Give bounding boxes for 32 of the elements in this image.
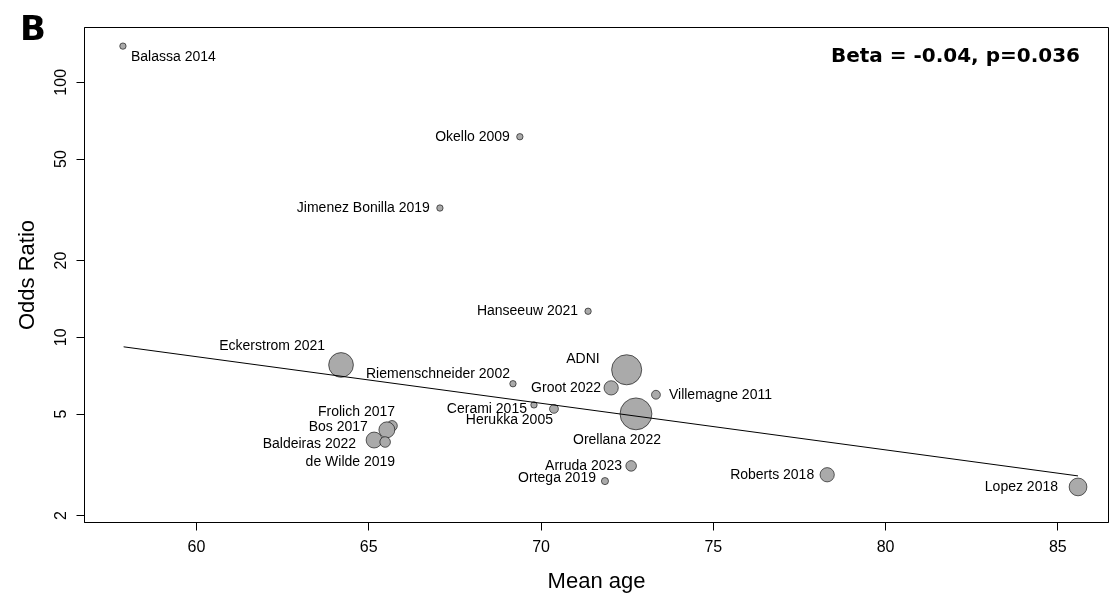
x-tick-label: 75 — [704, 537, 723, 555]
x-axis-title: Mean age — [547, 567, 646, 593]
annotation: de Wilde 2019 — [305, 453, 396, 470]
annotation: Villemagne 2011 — [668, 385, 773, 402]
annotation: Frolich 2017 — [317, 402, 396, 419]
chart-title: B — [20, 8, 46, 48]
annotation: ADNI — [566, 349, 600, 366]
y-tick-label: 50 — [51, 150, 69, 168]
annotation: Beta = -0.04, p=0.036 — [830, 43, 1080, 67]
annotation: Baldeiras 2022 — [262, 435, 357, 452]
annotation: Orellana 2022 — [572, 430, 662, 447]
y-tick-label: 20 — [51, 251, 69, 270]
x-tick-label: 80 — [876, 537, 895, 555]
y-axis-title: Odds Ratio — [13, 219, 39, 331]
annotation: Lopez 2018 — [984, 477, 1059, 494]
x-tick-label: 65 — [359, 537, 378, 555]
annotation: Okello 2009 — [435, 127, 511, 144]
annotation: Roberts 2018 — [730, 465, 815, 482]
annotation: Riemenschneider 2002 — [365, 364, 511, 381]
y-tick-label: 5 — [51, 409, 69, 419]
annotation: Eckerstrom 2021 — [219, 336, 326, 353]
y-tick-label: 10 — [51, 328, 69, 347]
annotation: Bos 2017 — [308, 417, 369, 434]
x-tick-label: 60 — [187, 537, 206, 555]
annotation: Hanseeuw 2021 — [476, 302, 579, 319]
annotation: Balassa 2014 — [130, 48, 216, 65]
y-tick-label: 2 — [51, 511, 69, 521]
x-tick-label: 85 — [1048, 537, 1067, 555]
annotation: Groot 2022 — [531, 378, 602, 395]
x-tick-label: 70 — [532, 537, 551, 555]
annotation: Jimenez Bonilla 2019 — [296, 199, 431, 216]
y-tick-label: 100 — [51, 68, 69, 96]
